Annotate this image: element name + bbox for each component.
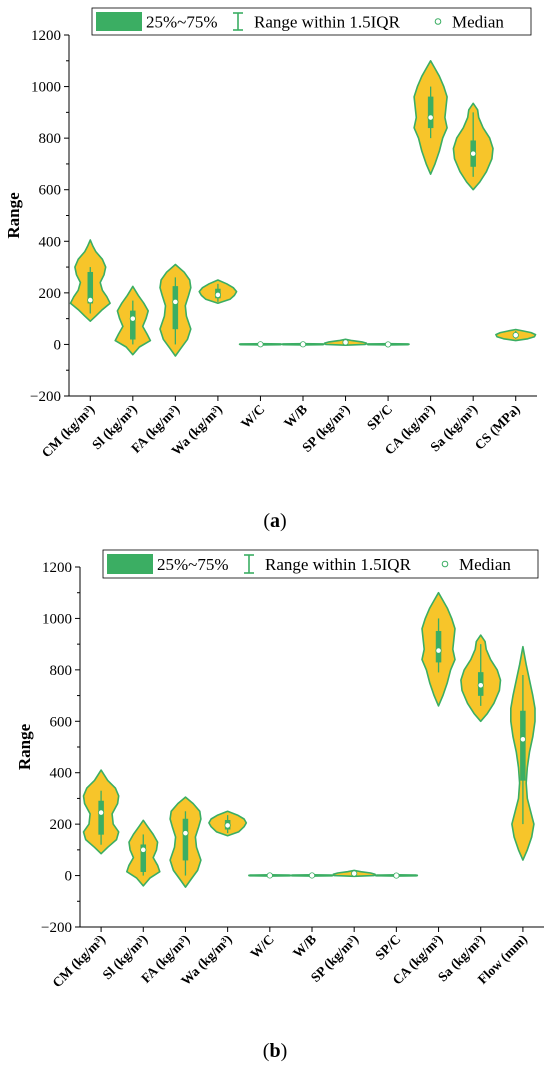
median-dot [129, 315, 136, 322]
x-tick-label: SP/C [372, 932, 403, 963]
y-tick-label: 800 [39, 131, 62, 147]
x-tick-label: CS (MPa) [472, 402, 523, 453]
x-tick-label: W/B [281, 402, 310, 431]
violin-1 [126, 819, 161, 887]
x-tick-label: SP/C [364, 402, 395, 433]
legend: 25%~75% Range within 1.5IQR Median [102, 549, 539, 579]
iqr-box [435, 631, 442, 663]
y-tick-label: 200 [50, 817, 73, 833]
y-tick-label: −200 [30, 389, 61, 405]
iqr-box [98, 800, 104, 835]
violin-5 [281, 341, 325, 348]
y-tick-label: 1000 [31, 80, 61, 96]
y-tick-label: −200 [41, 920, 72, 936]
iqr-box [172, 286, 179, 330]
violin-6 [323, 338, 368, 346]
median-dot [257, 341, 264, 348]
violin-10 [495, 328, 537, 342]
x-tick-label: W/C [238, 402, 268, 432]
legend-frame [102, 549, 539, 579]
violin-3 [198, 279, 238, 304]
median-dot [519, 736, 527, 743]
x-tick-label: W/B [290, 932, 319, 961]
median-dot [470, 150, 477, 157]
panel-caption: (a) [263, 510, 286, 532]
legend: 25%~75% Range within 1.5IQR Median [91, 7, 532, 36]
violin-10 [510, 645, 536, 861]
y-tick-label: 400 [50, 766, 73, 782]
median-dot [351, 870, 358, 877]
legend-median-label: Median [459, 555, 511, 574]
median-dot [214, 291, 222, 299]
violin-2 [159, 263, 192, 357]
median-dot [342, 339, 349, 346]
legend-median-marker [434, 18, 442, 25]
median-dot [477, 682, 484, 689]
panel-caption: (b) [263, 1040, 287, 1062]
legend-box-swatch [96, 12, 142, 31]
legend-box-label: 25%~75% [146, 13, 218, 32]
violin-9 [452, 102, 494, 191]
legend-whisker-label: Range within 1.5IQR [265, 555, 412, 574]
legend-box-label: 25%~75% [157, 555, 229, 574]
violin-5 [290, 872, 334, 879]
median-dot [384, 341, 392, 348]
iqr-box [427, 96, 434, 129]
iqr-box [130, 310, 136, 340]
y-tick-label: 1200 [42, 560, 72, 576]
violin-7 [374, 872, 419, 879]
y-tick-label: 400 [39, 234, 62, 250]
median-dot [140, 846, 147, 853]
legend-whisker-label: Range within 1.5IQR [254, 13, 401, 32]
y-axis-label: Range [4, 192, 23, 239]
legend-frame [91, 7, 532, 36]
violin-8 [413, 60, 448, 175]
y-tick-label: 200 [39, 286, 62, 302]
median-dot [427, 114, 434, 121]
y-tick-label: 1000 [42, 611, 72, 627]
violin-1 [114, 285, 152, 356]
median-dot [299, 341, 307, 348]
median-dot [182, 830, 189, 837]
violin-8 [421, 591, 456, 707]
violin-3 [208, 810, 248, 837]
y-tick-label: 600 [39, 183, 62, 199]
x-tick-label: Sa (kg/m³) [427, 402, 480, 455]
iqr-box [520, 710, 526, 781]
x-tick-label: CM (kg/m³) [49, 932, 108, 991]
y-tick-label: 1200 [31, 28, 61, 44]
x-tick-label: W/C [247, 932, 277, 962]
y-tick-label: 800 [50, 663, 73, 679]
legend-box-swatch [107, 554, 153, 574]
median-dot [97, 809, 105, 816]
iqr-box [140, 844, 147, 872]
median-dot [224, 822, 231, 829]
iqr-box [182, 818, 189, 861]
violin-2 [169, 796, 202, 888]
violin-7 [366, 341, 410, 348]
violin-9 [460, 634, 502, 723]
violin-4 [248, 872, 292, 879]
violin-0 [82, 769, 120, 855]
violin-0 [69, 239, 111, 322]
median-dot [393, 872, 400, 879]
chart-panel-b: −200 0 200 400 600 800 1000 1200 Range CM (kg/m³)… [15, 549, 544, 1062]
median-dot [266, 872, 273, 879]
violin-4 [238, 341, 283, 348]
median-dot [87, 296, 94, 304]
legend-median-label: Median [452, 13, 504, 32]
x-tick-label: CM (kg/m³) [39, 402, 98, 461]
violin-6 [332, 869, 376, 878]
median-dot [512, 332, 519, 339]
legend-median-marker [441, 560, 449, 568]
y-tick-label: 0 [54, 337, 62, 353]
median-dot [172, 298, 179, 305]
median-dot [308, 872, 316, 879]
median-dot [435, 647, 442, 654]
chart-panel-a: −200 0 200 400 600 800 1000 1200 Range CM (kg/m³)… [4, 7, 537, 532]
y-tick-label: 600 [50, 714, 73, 730]
y-axis-label: Range [15, 723, 34, 770]
y-tick-label: 0 [65, 869, 73, 885]
